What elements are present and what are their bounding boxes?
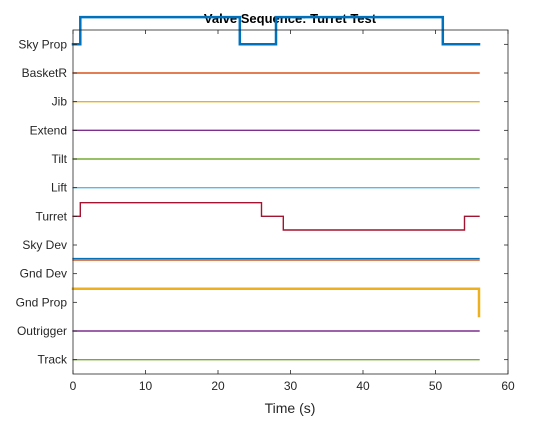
- y-tick-label: Gnd Dev: [20, 267, 67, 281]
- y-tick-label: Extend: [30, 123, 67, 137]
- series-line-gnd-prop: [71, 287, 481, 318]
- y-tick-label: Outrigger: [17, 324, 67, 338]
- x-tick-label: 30: [284, 379, 298, 393]
- x-tick-label: 0: [70, 379, 77, 393]
- y-tick-label: BasketR: [22, 66, 68, 80]
- y-tick-label: Track: [37, 353, 68, 367]
- x-tick-label: 10: [139, 379, 153, 393]
- x-tick-label: 40: [356, 379, 370, 393]
- y-tick-label: Lift: [51, 181, 68, 195]
- y-tick-label: Turret: [35, 209, 67, 223]
- y-tick-label: Sky Prop: [18, 37, 67, 51]
- series-line-sky-prop: [71, 15, 481, 46]
- x-tick-label: 60: [501, 379, 515, 393]
- x-tick-label: 50: [429, 379, 443, 393]
- y-tick-label: Jib: [52, 95, 68, 109]
- axes-layer: 0 10 20 30 40 50 60 Sky Prop BasketR Jib Extend Til…: [16, 29, 515, 393]
- y-tick-label: Tilt: [51, 152, 67, 166]
- chart-title: Valve Sequence: Turret Test: [204, 11, 377, 26]
- series-layer: [71, 15, 481, 361]
- x-axis-label: Time (s): [265, 400, 316, 416]
- y-tick-label: Sky Dev: [22, 238, 67, 252]
- series-line-turret: [72, 201, 480, 231]
- x-tick-label: 20: [211, 379, 225, 393]
- y-tick-label: Gnd Prop: [16, 295, 68, 309]
